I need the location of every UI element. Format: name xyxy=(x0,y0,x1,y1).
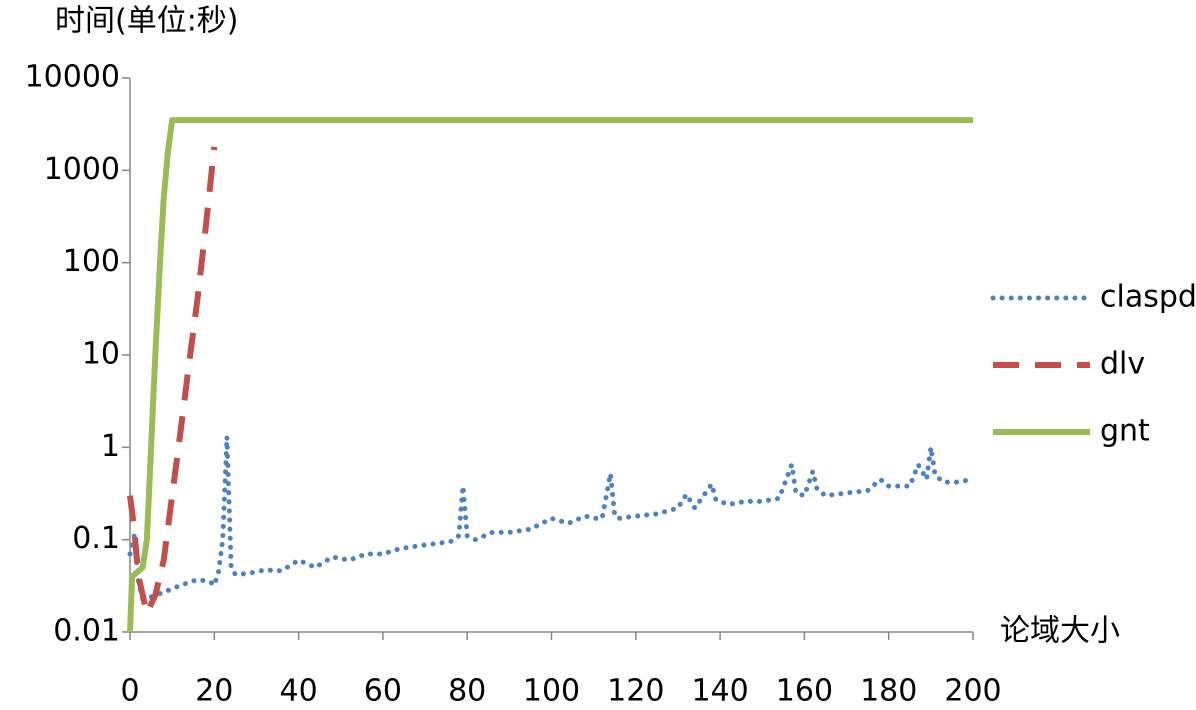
legend-label: gnt xyxy=(1100,414,1150,449)
x-tick-label: 160 xyxy=(776,674,833,707)
series-line xyxy=(127,117,973,633)
x-tick-label: 140 xyxy=(691,674,748,707)
y-tick-label: 1 xyxy=(101,429,120,464)
y-tick-label: 10000 xyxy=(25,60,120,95)
y-tick-label: 0.01 xyxy=(53,614,120,649)
x-tick-label: 20 xyxy=(195,674,233,707)
y-tick-label: 10 xyxy=(82,337,120,372)
x-tick-label: 0 xyxy=(120,674,139,707)
x-axis-title: 论域大小 xyxy=(1000,614,1120,649)
legend-label: claspd xyxy=(1100,280,1196,315)
x-tick-label: 180 xyxy=(860,674,917,707)
x-tick-label: 100 xyxy=(523,674,580,707)
series-line xyxy=(127,146,218,617)
series-line xyxy=(127,434,976,602)
x-tick-label: 80 xyxy=(448,674,486,707)
y-axis-title: 时间(单位:秒) xyxy=(55,4,239,39)
x-tick-label: 200 xyxy=(944,674,1001,707)
x-tick-label: 60 xyxy=(364,674,402,707)
y-tick-label: 1000 xyxy=(44,152,120,187)
legend-label: dlv xyxy=(1100,347,1145,382)
y-tick-label: 100 xyxy=(63,244,120,279)
x-tick-label: 40 xyxy=(280,674,318,707)
x-tick-label: 120 xyxy=(607,674,664,707)
y-tick-label: 0.1 xyxy=(72,521,120,556)
